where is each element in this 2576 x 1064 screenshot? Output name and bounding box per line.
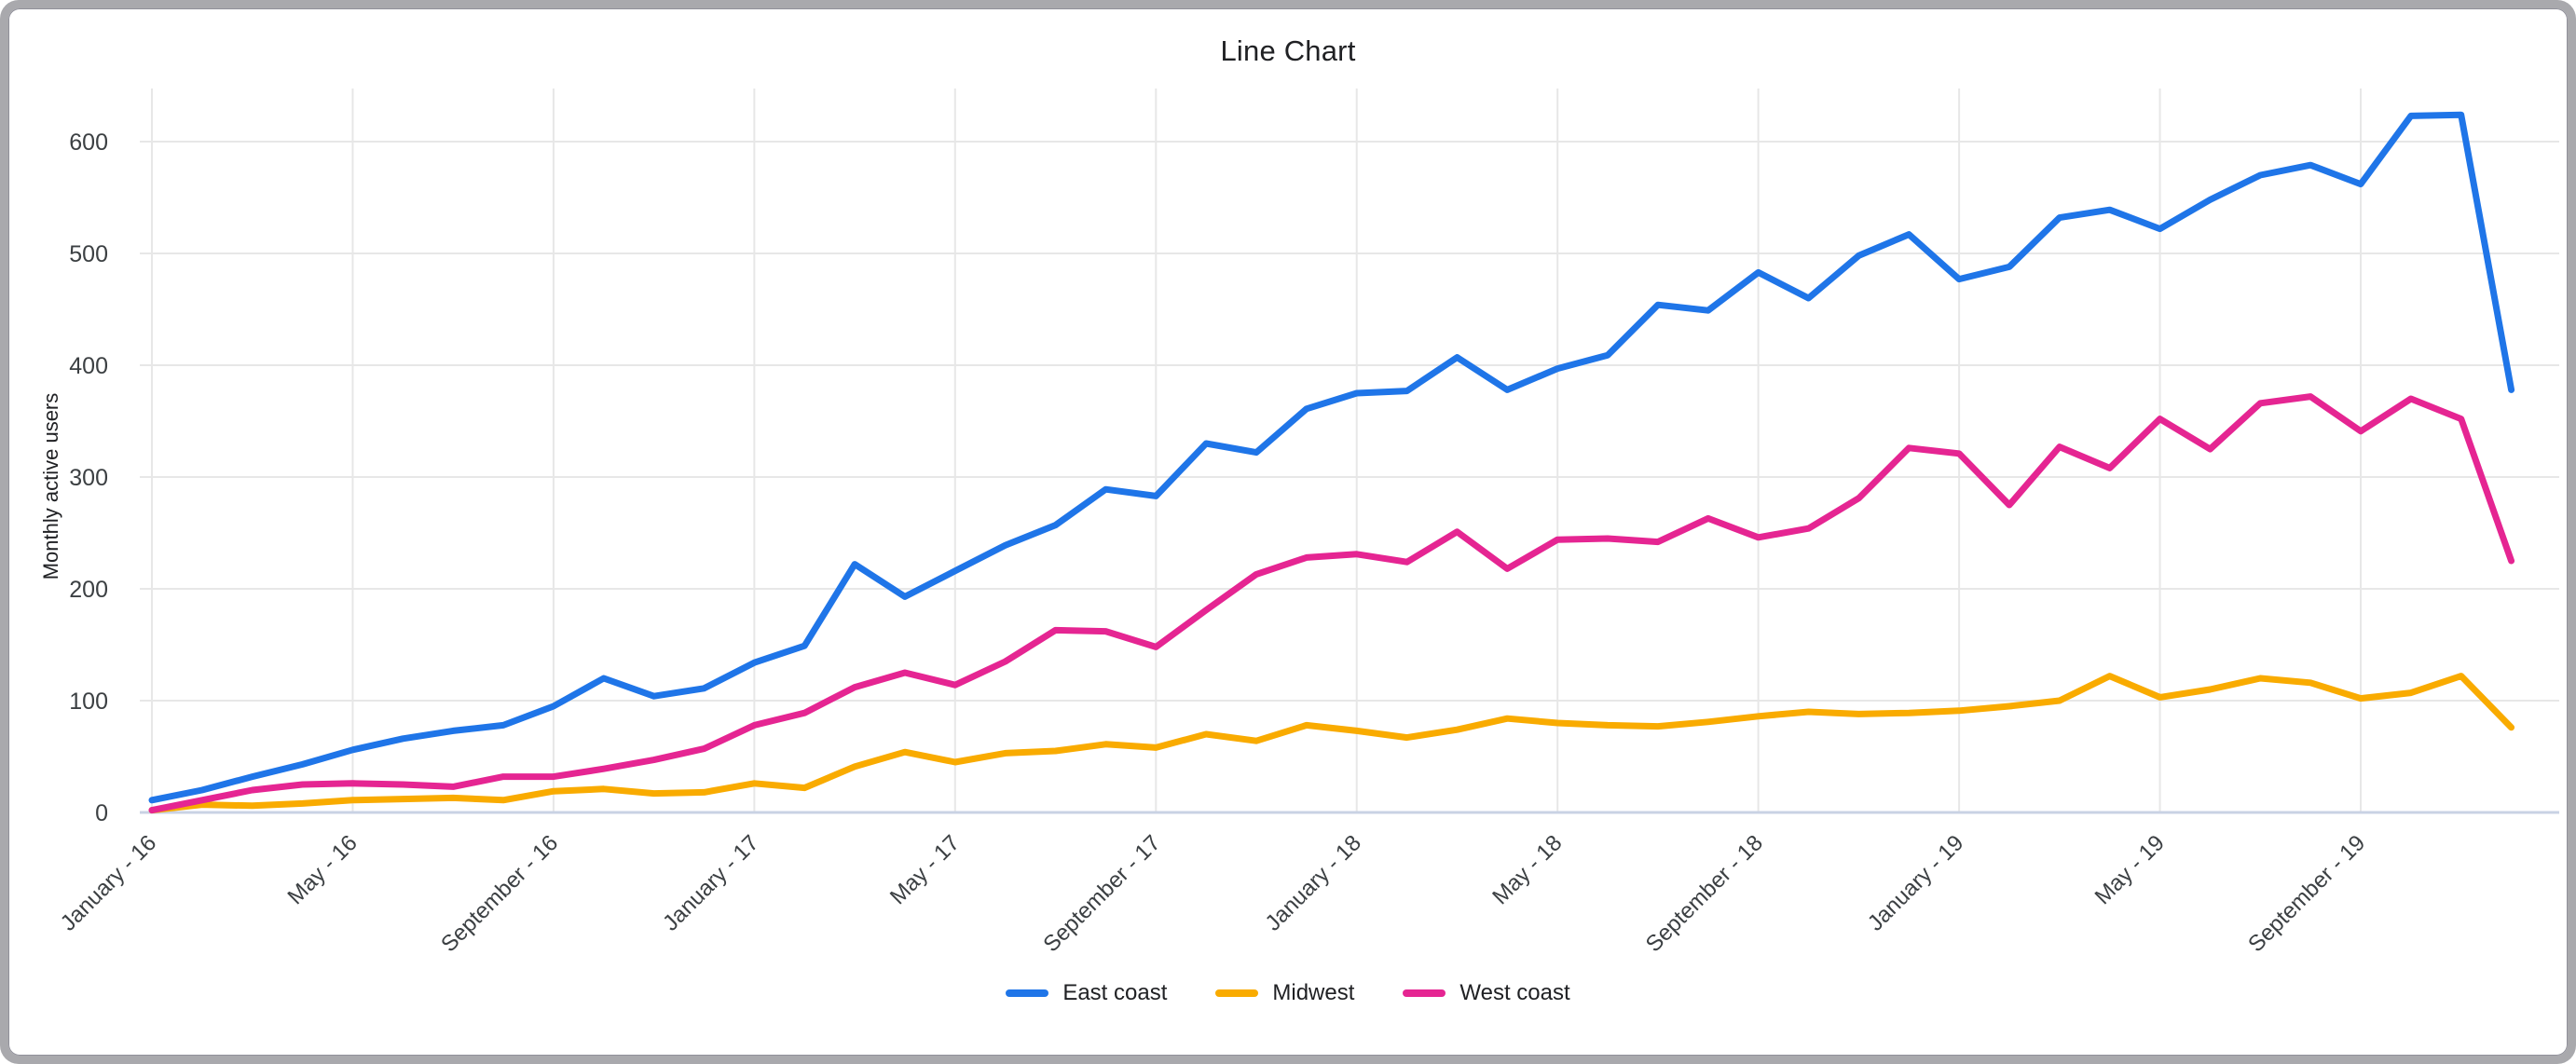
- east-coast-swatch-icon: [1006, 989, 1049, 997]
- chart-title: Line Chart: [1220, 34, 1356, 67]
- x-tick-label: January - 18: [1261, 830, 1366, 935]
- legend-label: West coast: [1459, 980, 1570, 1005]
- x-tick-label: September - 16: [436, 830, 563, 957]
- x-tick-label: May - 19: [2090, 830, 2170, 909]
- x-tick-label: January - 16: [56, 830, 161, 935]
- y-tick-label: 300: [69, 465, 108, 491]
- legend-label: Midwest: [1272, 980, 1355, 1005]
- series-line-east-coast: [148, 111, 2515, 804]
- chart-legend: East coast Midwest West coast: [0, 980, 2576, 1006]
- y-tick-label: 100: [69, 689, 108, 715]
- legend-item-east-coast: East coast: [1006, 980, 1167, 1006]
- x-tick-label: September - 17: [1038, 830, 1165, 957]
- x-tick-label: September - 18: [1641, 830, 1768, 957]
- gridlines: [140, 89, 2559, 814]
- x-tick-label: May - 18: [1487, 830, 1567, 909]
- y-tick-label: 500: [69, 241, 108, 267]
- x-tick-label: January - 19: [1863, 830, 1968, 935]
- x-tick-label: September - 19: [2243, 830, 2370, 957]
- y-tick-label: 400: [69, 353, 108, 379]
- x-tick-label: May - 17: [885, 830, 965, 909]
- west-coast-swatch-icon: [1403, 989, 1446, 997]
- x-tick-label: January - 17: [658, 830, 763, 935]
- y-tick-label: 0: [95, 800, 108, 826]
- legend-item-west-coast: West coast: [1403, 980, 1570, 1006]
- chart-card: Line Chart Monthly active users: [8, 8, 2568, 1056]
- x-tick-label: May - 16: [283, 830, 363, 909]
- series-line-west-coast: [148, 393, 2515, 814]
- series-lines: [148, 111, 2515, 814]
- y-tick-label: 600: [69, 130, 108, 156]
- y-tick-label: 200: [69, 577, 108, 603]
- legend-label: East coast: [1062, 980, 1168, 1005]
- legend-item-midwest: Midwest: [1215, 980, 1354, 1006]
- midwest-swatch-icon: [1215, 989, 1259, 997]
- series-line-midwest: [148, 673, 2515, 814]
